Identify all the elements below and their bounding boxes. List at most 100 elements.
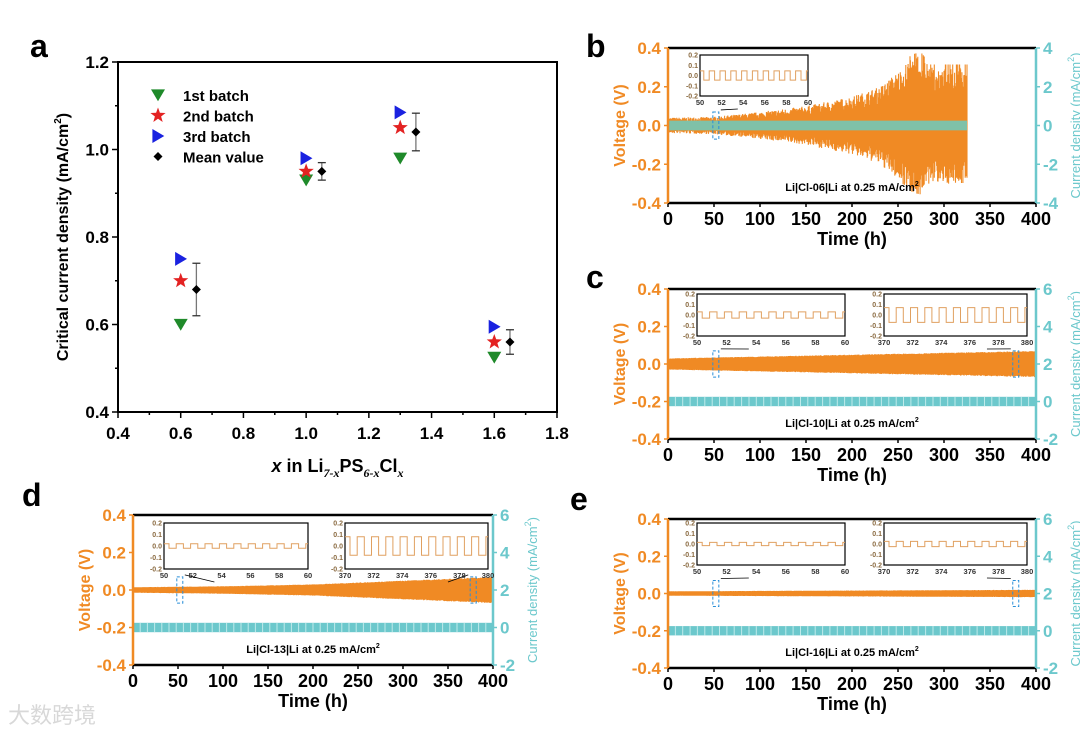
inset-y-tick-label: 0.2: [685, 292, 695, 299]
x-tick-label: 250: [883, 445, 913, 465]
inset-x-tick-label: 380: [1021, 567, 1034, 576]
y-axis-label: Voltage (V): [77, 549, 94, 631]
inset-x-tick-label: 50: [693, 338, 701, 347]
zoom-region-marker: [469, 576, 477, 604]
y2-axis-label: Current density (mA/cm2): [523, 517, 540, 663]
data-point: [299, 174, 314, 187]
x-tick-label: 300: [388, 671, 418, 691]
inset-voltage-trace: [884, 540, 1027, 548]
inset-y-tick-label: 0.1: [688, 63, 698, 70]
inset-y-tick-label: 0.1: [872, 302, 882, 309]
y2-label-text: Current density (mA/cm: [1068, 300, 1080, 437]
y2-axis-label: Current density (mA/cm2): [1066, 521, 1080, 667]
x-tick-label: 250: [343, 671, 373, 691]
x-tick-label: 150: [791, 674, 821, 694]
data-point: [487, 351, 502, 364]
y2-label-text: ): [525, 517, 540, 521]
x-tick-label: 1.6: [482, 424, 506, 443]
inset-x-tick-label: 54: [752, 338, 761, 347]
y-tick-label: -0.2: [632, 622, 661, 641]
inset-x-tick-label: 374: [935, 567, 948, 576]
y2-tick-label: 2: [1043, 585, 1052, 604]
y2-tick-label: 0: [500, 619, 509, 638]
inset-x-tick-label: 370: [878, 567, 891, 576]
inset-y-tick-label: 0.1: [685, 531, 695, 538]
inset-y-tick-label: -0.2: [683, 334, 695, 341]
x-tick-label: 100: [745, 674, 775, 694]
panel-letter-a: a: [30, 28, 48, 64]
inset-y-tick-label: 0.0: [872, 542, 882, 549]
inset-y-tick-label: -0.1: [331, 555, 343, 562]
inset-1: -0.2 -0.1 0.0 0.1 0.2 50 52 54 56 58 60: [150, 521, 312, 581]
data-point: [393, 152, 408, 165]
y-label-sup: 2: [53, 118, 64, 124]
inset-x-tick-label: 376: [964, 338, 977, 347]
inset-x-tick-label: 54: [739, 98, 748, 107]
y-label-text: ): [55, 113, 72, 118]
zoom-region-marker: [1012, 579, 1020, 608]
inset-y-tick-label: 0.1: [685, 302, 695, 309]
legend-marker: [150, 107, 166, 122]
x-label-text: PS: [340, 456, 364, 476]
y-axis-label: Voltage (V): [612, 84, 629, 166]
inset-y-tick-label: -0.1: [150, 555, 162, 562]
watermark: 大数跨境: [8, 704, 97, 729]
x-tick-label: 350: [433, 671, 463, 691]
data-point: [175, 251, 188, 266]
x-tick-label: 0: [663, 674, 673, 694]
zoom-region-marker: [712, 111, 720, 140]
y-tick-label: -0.2: [632, 393, 661, 412]
inset-y-tick-label: 0.2: [685, 521, 695, 528]
annotation-sup: 2: [915, 181, 919, 188]
inset-y-tick-label: 0.2: [872, 292, 882, 299]
y2-tick-label: -2: [1043, 155, 1058, 174]
voltage-trace: [667, 351, 1037, 378]
inset-x-tick-label: 52: [717, 98, 725, 107]
legend-label: 1st batch: [183, 88, 249, 105]
inset-voltage-trace: [697, 541, 845, 547]
y2-label-text: ): [1068, 291, 1080, 295]
inset-voltage-trace: [164, 543, 308, 549]
x-tick-label: 100: [745, 209, 775, 229]
y-tick-label: -0.4: [632, 659, 662, 678]
inset-x-tick-label: 380: [482, 571, 495, 580]
data-point: [191, 285, 201, 294]
y2-label-sup: 2: [1066, 525, 1076, 530]
x-tick-label: 50: [168, 671, 188, 691]
y-tick-label: 0.2: [637, 318, 661, 337]
x-tick-label: 200: [837, 209, 867, 229]
inset-frame: [883, 293, 1028, 337]
inset-x-tick-label: 58: [275, 571, 283, 580]
inset-x-tick-label: 52: [722, 338, 730, 347]
y2-axis-label: Current density (mA/cm2): [1066, 291, 1080, 437]
y-tick-label: 0.0: [637, 355, 661, 374]
inset-voltage-trace: [884, 307, 1027, 323]
inset-x-tick-label: 56: [761, 98, 769, 107]
inset-x-tick-label: 52: [722, 567, 730, 576]
y2-label-text: Current density (mA/cm: [1068, 62, 1080, 199]
y2-tick-label: 0: [1043, 117, 1052, 136]
y2-tick-label: -2: [500, 656, 515, 675]
inset-y-tick-label: 0.0: [685, 542, 695, 549]
panel-d-chart: 0 50 100 150 200 250 300 350 400-0.4-0.20.00.20.…: [77, 506, 540, 711]
current-density-trace: [668, 120, 967, 131]
y-tick-label: 0.6: [85, 316, 109, 335]
inset-y-tick-label: -0.1: [683, 552, 695, 559]
inset-y-tick-label: -0.1: [870, 323, 882, 330]
zoom-region-marker: [712, 579, 720, 608]
x-tick-label: 300: [929, 445, 959, 465]
y-tick-label: 0.4: [637, 280, 661, 299]
x-label-sub: 6-x: [364, 466, 380, 480]
inset-x-tick-label: 378: [453, 571, 466, 580]
y-axis-label: Voltage (V): [612, 552, 629, 634]
panel-e-chart: 0 50 100 150 200 250 300 350 400-0.4-0.20.00.20.…: [612, 510, 1080, 714]
legend-marker: [153, 152, 163, 161]
x-tick-label: 150: [253, 671, 283, 691]
inset-y-tick-label: -0.2: [870, 563, 882, 570]
x-label-text: in Li: [282, 456, 324, 476]
inset-x-tick-label: 56: [246, 571, 254, 580]
x-axis-label: Time (h): [817, 229, 887, 249]
inset-1: -0.2 -0.1 0.0 0.1 0.2 50 52 54 56 58 60: [686, 53, 812, 108]
inset-frame: [696, 522, 846, 566]
